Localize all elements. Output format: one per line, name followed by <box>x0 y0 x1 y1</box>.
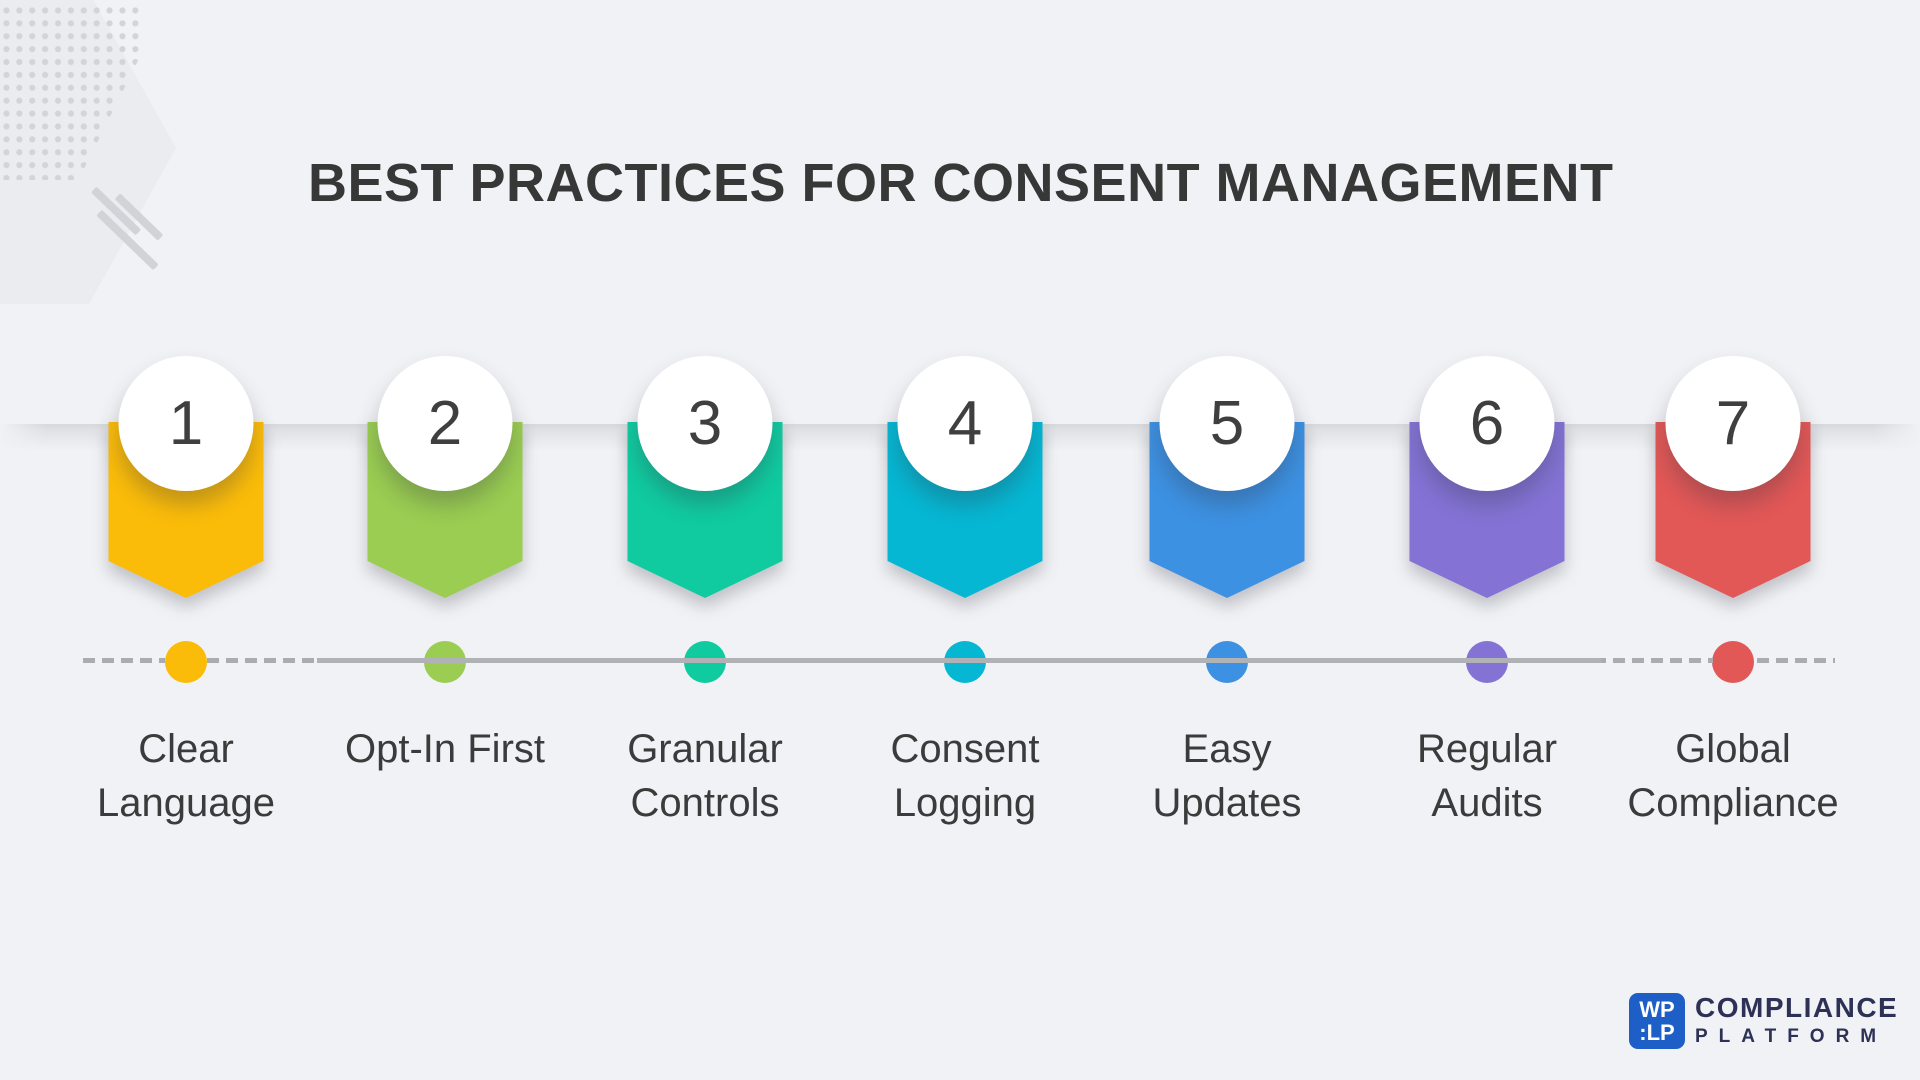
step-item-6: 6 Regular Audits <box>1367 0 1607 900</box>
step-item-2: 2 Opt-In First <box>325 0 565 900</box>
step-number: 1 <box>168 389 204 458</box>
step-label-line2: Audits <box>1431 781 1543 825</box>
step-label: Consent Logging <box>835 722 1095 830</box>
step-number: 5 <box>1209 389 1245 458</box>
step-number-circle: 7 <box>1665 356 1801 491</box>
logo-name: COMPLIANCE <box>1695 992 1899 1023</box>
step-label-line1: Granular <box>627 727 783 771</box>
step-label-line2: Compliance <box>1627 781 1839 825</box>
timeline-dot <box>1712 641 1754 683</box>
step-label-line1: Easy <box>1182 727 1272 771</box>
step-label: Opt-In First <box>315 722 575 776</box>
step-number-circle: 2 <box>377 356 513 491</box>
step-item-4: 4 Consent Logging <box>845 0 1085 900</box>
step-number: 6 <box>1469 389 1505 458</box>
step-number: 4 <box>947 389 983 458</box>
step-number: 3 <box>687 389 723 458</box>
timeline-dashed-segment-left <box>83 658 165 663</box>
step-item-7: 7 Global Compliance <box>1613 0 1853 900</box>
step-item-3: 3 Granular Controls <box>585 0 825 900</box>
wplp-logo-badge-icon: WP :LP <box>1629 993 1685 1049</box>
step-label-line2: Logging <box>893 781 1037 825</box>
step-label: Global Compliance <box>1603 722 1863 830</box>
logo-tagline: PLATFORM <box>1695 1026 1888 1047</box>
step-label: Granular Controls <box>575 722 835 830</box>
step-label-line1: Regular <box>1416 727 1558 771</box>
wplp-logo: WP :LP COMPLIANCE PLATFORM <box>1629 993 1898 1049</box>
step-label: Regular Audits <box>1357 722 1617 830</box>
step-number-circle: 6 <box>1419 356 1555 491</box>
step-label: Easy Updates <box>1097 722 1357 830</box>
logo-text: COMPLIANCE PLATFORM <box>1695 993 1898 1048</box>
timeline-solid-segment <box>317 658 1601 663</box>
step-label-line2: Controls <box>630 781 780 825</box>
step-number-circle: 5 <box>1159 356 1295 491</box>
step-number-circle: 4 <box>897 356 1033 491</box>
step-label-line1: Clear <box>138 727 234 771</box>
step-item-5: 5 Easy Updates <box>1107 0 1347 900</box>
step-label-line2: Language <box>97 781 275 825</box>
logo-badge-top: WP <box>1639 997 1675 1022</box>
timeline-dashed-segment-right <box>1757 658 1835 663</box>
step-item-1: 1 Clear Language <box>66 0 306 900</box>
step-label-line1: Global <box>1675 727 1791 771</box>
step-label-line1: Opt-In First <box>344 727 546 771</box>
logo-badge-bottom: :LP <box>1639 1020 1675 1045</box>
step-number-circle: 1 <box>118 356 254 491</box>
timeline-dot <box>165 641 207 683</box>
step-number: 2 <box>427 389 463 458</box>
step-label-line2: Updates <box>1152 781 1302 825</box>
step-label-line1: Consent <box>890 727 1040 771</box>
step-number-circle: 3 <box>637 356 773 491</box>
step-label: Clear Language <box>56 722 316 830</box>
step-number: 7 <box>1715 389 1751 458</box>
page-title: BEST PRACTICES FOR CONSENT MANAGEMENT <box>308 153 1614 213</box>
